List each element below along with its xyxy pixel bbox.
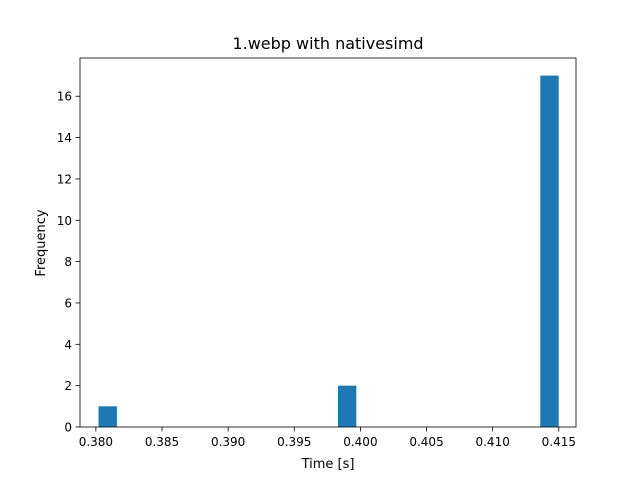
y-axis: 0 2 4 6 8 10 12 14 16 [57, 90, 80, 435]
x-tick-label: 0.395 [277, 435, 311, 449]
bars-group [98, 75, 559, 428]
plot-frame [79, 57, 577, 428]
x-tick-label: 0.390 [211, 435, 245, 449]
y-tick-label: 0 [64, 421, 72, 435]
x-tick-label: 0.385 [145, 435, 179, 449]
x-tick-label: 0.405 [409, 435, 443, 449]
x-tick-label: 0.410 [475, 435, 509, 449]
histogram-bar-0 [98, 406, 117, 427]
y-tick-label: 12 [57, 172, 72, 186]
x-axis-label: Time [s] [301, 457, 355, 472]
y-tick-label: 4 [64, 338, 72, 352]
x-tick-label: 0.380 [79, 435, 113, 449]
y-tick-label: 14 [57, 131, 72, 145]
y-axis-label: Frequency [34, 209, 49, 276]
x-tick-label: 0.400 [343, 435, 377, 449]
histogram-bar-2 [540, 75, 559, 428]
y-tick-label: 2 [64, 379, 72, 393]
y-tick-label: 8 [64, 255, 72, 269]
histogram-bar-1 [337, 385, 357, 427]
x-tick-label: 0.415 [542, 435, 576, 449]
y-tick-label: 10 [57, 214, 72, 228]
x-axis: 0.380 0.385 0.390 0.395 0.400 0.405 0.410 0.415 [79, 427, 576, 449]
y-tick-label: 16 [57, 90, 72, 104]
y-tick-label: 6 [64, 296, 72, 310]
chart-title: 1.webp with nativesimd [232, 34, 423, 53]
